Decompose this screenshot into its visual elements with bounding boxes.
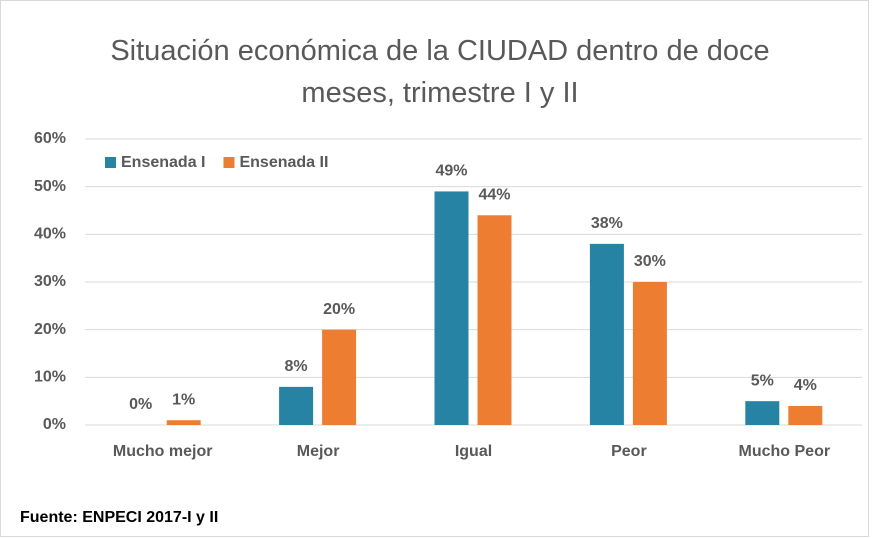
data-label: 0% <box>129 396 152 413</box>
chart-title: Situación económica de la CIUDAD dentro … <box>110 35 770 109</box>
legend-label: Ensenada II <box>239 154 328 171</box>
bar <box>322 329 357 425</box>
legend-swatch <box>105 157 116 168</box>
bar <box>477 215 512 425</box>
data-label: 4% <box>794 377 817 394</box>
bar <box>589 243 624 425</box>
bar <box>745 401 780 425</box>
data-label: 44% <box>478 186 510 203</box>
source-note: Fuente: ENPECI 2017-I y II <box>20 509 218 526</box>
data-label: 20% <box>323 301 355 318</box>
data-label: 38% <box>591 215 623 232</box>
y-tick-label: 30% <box>34 273 66 290</box>
legend-swatch <box>223 157 235 168</box>
x-tick-label: Mucho Peor <box>739 443 831 460</box>
data-label: 30% <box>634 253 666 270</box>
bar <box>434 191 469 425</box>
y-tick-label: 10% <box>34 369 66 386</box>
x-tick-label: Peor <box>611 443 647 460</box>
bar <box>166 420 201 425</box>
y-tick-label: 50% <box>34 178 66 195</box>
legend-label: Ensenada I <box>121 154 205 171</box>
x-tick-label: Igual <box>455 443 492 460</box>
data-label: 49% <box>435 163 467 180</box>
bar <box>279 386 314 425</box>
bar <box>788 405 823 425</box>
x-tick-label: Mucho mejor <box>113 443 213 460</box>
y-tick-label: 40% <box>34 226 66 243</box>
x-tick-label: Mejor <box>297 443 340 460</box>
data-label: 1% <box>172 391 195 408</box>
data-label: 5% <box>751 372 774 389</box>
y-tick-label: 60% <box>34 130 66 147</box>
bar <box>632 282 667 425</box>
data-label: 8% <box>285 358 308 375</box>
y-tick-label: 20% <box>34 321 66 338</box>
y-tick-label: 0% <box>43 416 66 433</box>
